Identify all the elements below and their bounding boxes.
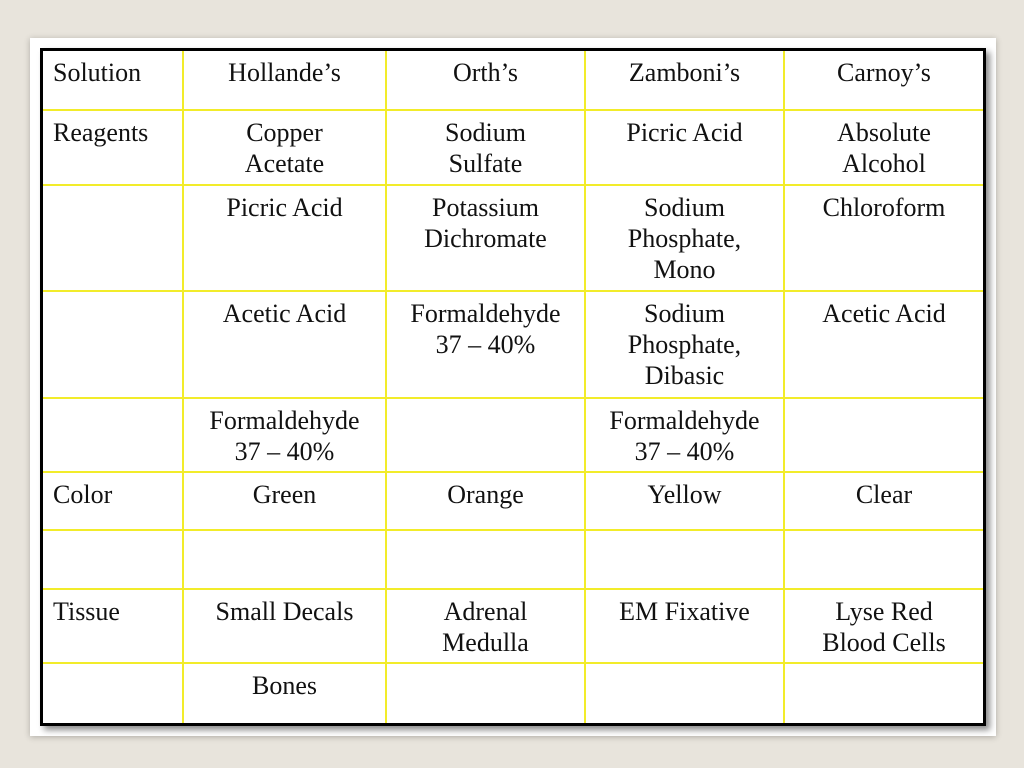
table-cell — [385, 529, 586, 590]
slide: Solution Hollande’s Orth’s Zamboni’s Car… — [30, 38, 996, 736]
table-cell: Orth’s — [385, 51, 586, 111]
table-cell: Green — [182, 471, 387, 531]
table-cell — [584, 529, 785, 590]
table-row: Reagents Copper Acetate Sodium Sulfate P… — [43, 109, 983, 186]
table-cell: Hollande’s — [182, 51, 387, 111]
table-row: Formaldehyde 37 – 40% Formaldehyde 37 – … — [43, 397, 983, 473]
table-cell: Picric Acid — [584, 109, 785, 186]
table-cell: Lyse Red Blood Cells — [783, 588, 983, 664]
table-cell: Bones — [182, 662, 387, 723]
table-row-header: Solution Hollande’s Orth’s Zamboni’s Car… — [43, 51, 983, 111]
table-cell — [43, 397, 184, 473]
table-cell — [783, 397, 983, 473]
table-cell: EM Fixative — [584, 588, 785, 664]
table-cell: Yellow — [584, 471, 785, 531]
table-cell — [43, 529, 184, 590]
table-row: Color Green Orange Yellow Clear — [43, 471, 983, 531]
table-cell: Copper Acetate — [182, 109, 387, 186]
table-row — [43, 529, 983, 590]
table-row: Bones — [43, 662, 983, 723]
table-cell — [43, 662, 184, 723]
table-cell: Reagents — [43, 109, 184, 186]
table-row: Tissue Small Decals Adrenal Medulla EM F… — [43, 588, 983, 664]
table-cell: Sodium Sulfate — [385, 109, 586, 186]
table-cell — [783, 529, 983, 590]
table-cell — [182, 529, 387, 590]
table-cell: Acetic Acid — [783, 290, 983, 399]
fixative-table: Solution Hollande’s Orth’s Zamboni’s Car… — [43, 51, 983, 723]
table-cell: Sodium Phosphate, Dibasic — [584, 290, 785, 399]
table-cell: Sodium Phosphate, Mono — [584, 184, 785, 292]
table-cell: Formaldehyde 37 – 40% — [584, 397, 785, 473]
table-row: Acetic Acid Formaldehyde 37 – 40% Sodium… — [43, 290, 983, 399]
table-cell: Absolute Alcohol — [783, 109, 983, 186]
table-cell: Acetic Acid — [182, 290, 387, 399]
table-cell — [43, 184, 184, 292]
table-cell: Small Decals — [182, 588, 387, 664]
table-cell: Potassium Dichromate — [385, 184, 586, 292]
table-cell: Chloroform — [783, 184, 983, 292]
table-cell: Solution — [43, 51, 184, 111]
table-cell: Formaldehyde 37 – 40% — [182, 397, 387, 473]
fixative-table-frame: Solution Hollande’s Orth’s Zamboni’s Car… — [40, 48, 986, 726]
table-cell: Orange — [385, 471, 586, 531]
table-row: Picric Acid Potassium Dichromate Sodium … — [43, 184, 983, 292]
table-cell: Zamboni’s — [584, 51, 785, 111]
table-cell — [783, 662, 983, 723]
table-cell: Clear — [783, 471, 983, 531]
table-cell: Adrenal Medulla — [385, 588, 586, 664]
table-cell: Picric Acid — [182, 184, 387, 292]
table-cell: Formaldehyde 37 – 40% — [385, 290, 586, 399]
table-cell — [43, 290, 184, 399]
table-cell — [385, 397, 586, 473]
table-cell — [584, 662, 785, 723]
table-cell: Tissue — [43, 588, 184, 664]
table-cell: Color — [43, 471, 184, 531]
table-cell — [385, 662, 586, 723]
table-cell: Carnoy’s — [783, 51, 983, 111]
